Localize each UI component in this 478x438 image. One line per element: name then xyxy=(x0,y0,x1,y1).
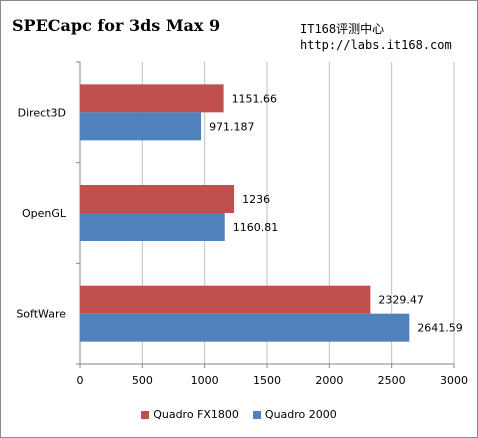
x-tick-label: 2500 xyxy=(378,374,406,387)
watermark-url: http://labs.it168.com xyxy=(300,38,452,52)
x-tick-label: 0 xyxy=(77,374,84,387)
x-tick-label: 3000 xyxy=(440,374,468,387)
bar xyxy=(80,185,235,213)
y-category-label: Direct3D xyxy=(18,106,66,119)
legend-swatch-series-1 xyxy=(141,410,150,419)
bar xyxy=(80,285,371,314)
bar xyxy=(80,84,224,113)
x-tick-label: 2000 xyxy=(315,374,343,387)
x-tick-label: 1500 xyxy=(253,374,281,387)
x-tick-label: 500 xyxy=(132,374,153,387)
bar-value-label: 2329.47 xyxy=(378,294,424,307)
x-tick-label: 1000 xyxy=(191,374,219,387)
bar-value-label: 2641.59 xyxy=(417,322,463,335)
bar-value-label: 1236 xyxy=(242,193,270,206)
bar xyxy=(80,313,410,342)
bar-value-label: 1151.66 xyxy=(232,92,278,105)
y-category-label: SoftWare xyxy=(16,308,66,321)
legend-item-series-1: Quadro FX1800 xyxy=(141,408,239,421)
bar-chart: 0 500 1000 1500 2000 2500 3000 Direct3D 1151.66 9… xyxy=(16,61,468,387)
chart-title: SPECapc for 3ds Max 9 xyxy=(12,16,221,35)
legend-item-series-2: Quadro 2000 xyxy=(252,408,337,421)
legend: Quadro FX1800 Quadro 2000 xyxy=(0,408,478,421)
bar xyxy=(80,112,202,141)
watermark-org: IT168评测中心 xyxy=(300,22,385,36)
legend-label-series-2: Quadro 2000 xyxy=(264,408,337,421)
legend-label-series-1: Quadro FX1800 xyxy=(153,408,239,421)
legend-swatch-series-2 xyxy=(252,410,261,419)
y-category-label: OpenGL xyxy=(22,207,67,220)
bar xyxy=(80,213,225,241)
bar-value-label: 1160.81 xyxy=(233,221,278,234)
bar-value-label: 971.187 xyxy=(209,120,255,133)
